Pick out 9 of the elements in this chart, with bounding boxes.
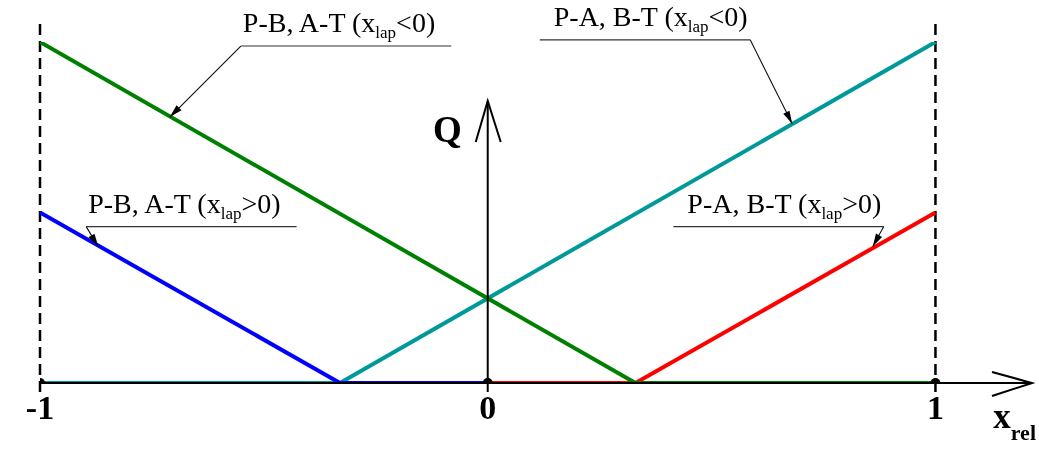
annotation: P-A, B-T (x$_{lap}$<0) [553,0,748,36]
annotation: P-B, A-T (x$_{lap}$>0) [88,187,281,223]
x-tick-label: 1 [926,389,944,427]
x-tick-label: 0 [479,389,497,427]
annotation: P-B, A-T (x$_{lap}$<0) [242,7,436,43]
x-tick-label: -1 [25,389,55,427]
y-axis-title: Q [432,109,462,150]
annotation: P-A, B-T (x$_{lap}$>0) [687,187,882,223]
x-axis-title: x$_{rel}$ [993,397,1036,445]
